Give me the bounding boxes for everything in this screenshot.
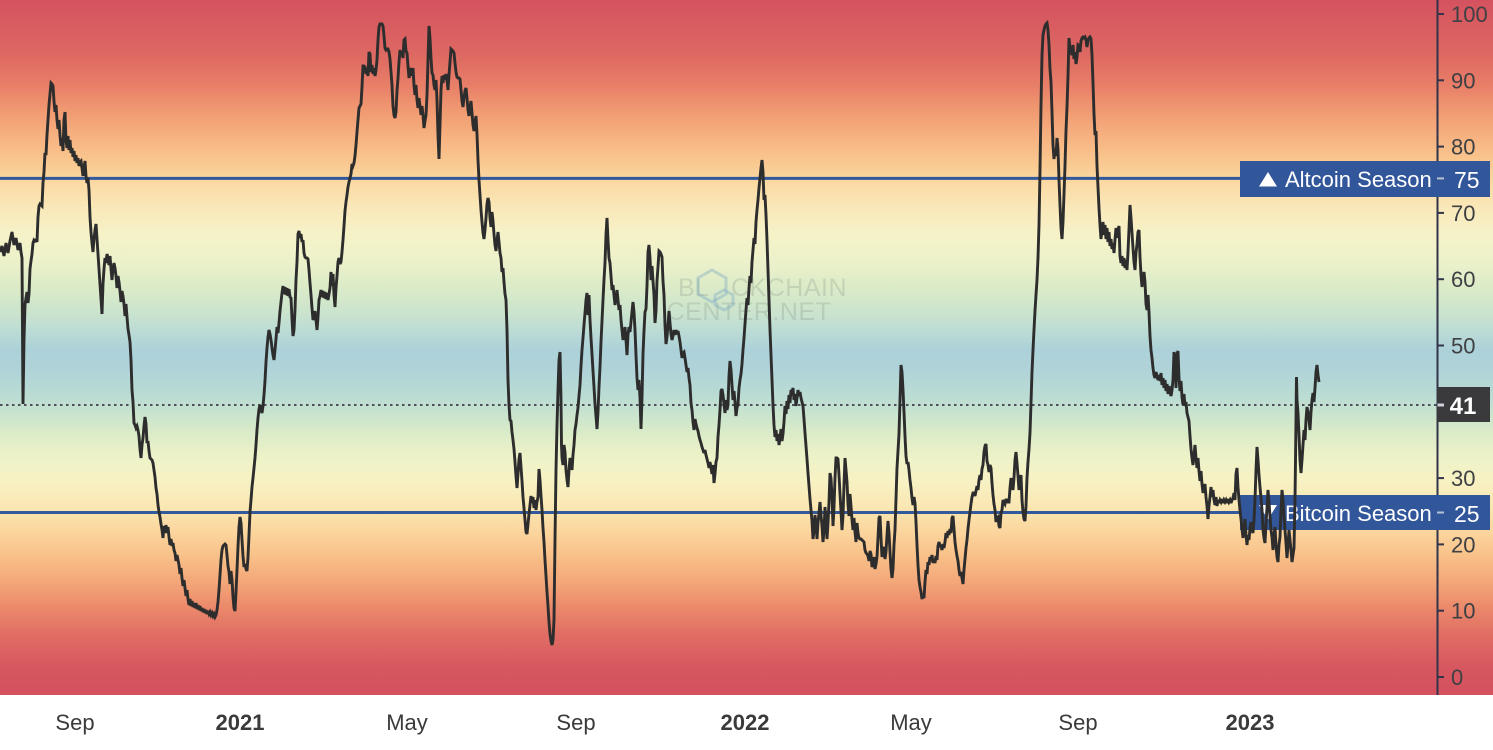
svg-text:80: 80 [1451,135,1475,160]
svg-text:100: 100 [1451,2,1488,27]
svg-text:Sep: Sep [1058,710,1097,735]
svg-text:41: 41 [1450,393,1477,420]
svg-text:Sep: Sep [556,710,595,735]
svg-text:May: May [890,710,932,735]
svg-text:0: 0 [1451,665,1463,690]
svg-text:2021: 2021 [216,710,265,735]
svg-text:70: 70 [1451,201,1475,226]
svg-text:10: 10 [1451,599,1475,624]
svg-text:75: 75 [1454,167,1480,193]
svg-text:2022: 2022 [721,710,770,735]
svg-text:60: 60 [1451,267,1475,292]
svg-text:90: 90 [1451,68,1475,93]
svg-text:Bitcoin Season: Bitcoin Season [1285,501,1432,526]
svg-text:May: May [386,710,428,735]
svg-text:25: 25 [1454,501,1480,527]
svg-text:2023: 2023 [1226,710,1275,735]
svg-text:30: 30 [1451,466,1475,491]
svg-text:50: 50 [1451,334,1475,359]
svg-text:Sep: Sep [55,710,94,735]
svg-text:Altcoin Season: Altcoin Season [1285,167,1432,192]
svg-text:BL: BL [678,274,710,302]
svg-text:20: 20 [1451,532,1475,557]
